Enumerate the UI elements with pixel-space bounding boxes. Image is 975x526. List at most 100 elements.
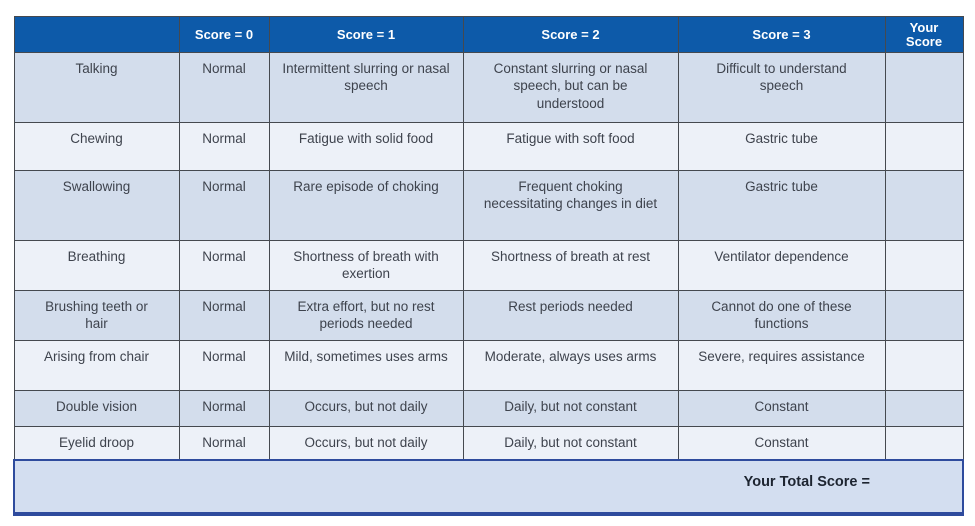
score-description: Constant slurring or nasal speech, but c… — [462, 51, 679, 123]
score-description-text: Normal — [202, 60, 246, 76]
score-description: Intermittent slurring or nasal speech — [268, 51, 464, 123]
score-description-text: Difficult to understand speech — [716, 60, 847, 94]
table-row-breathing: Breathing Normal Shortness of breath wit… — [13, 239, 964, 291]
row-label-text: Swallowing — [62, 178, 131, 194]
score-description-text: Extra effort, but no rest periods needed — [297, 298, 435, 332]
score-description: Occurs, but not daily — [268, 425, 464, 461]
row-label-text: Eyelid droop — [58, 434, 135, 450]
score-description-text: Occurs, but not daily — [304, 434, 428, 450]
score-description-text: Constant slurring or nasal speech, but c… — [493, 60, 648, 112]
row-label-text: Arising from chair — [43, 348, 150, 364]
score-description: Normal — [178, 51, 270, 123]
score-description: Fatigue with solid food — [268, 121, 464, 171]
score-description-text: Gastric tube — [745, 130, 818, 146]
row-label-text: Brushing teeth or hair — [45, 298, 148, 332]
score-description-text: Normal — [202, 434, 246, 450]
column-header-your-score: Your Score — [884, 16, 964, 53]
score-description: Shortness of breath at rest — [462, 239, 679, 291]
score-description: Daily, but not constant — [462, 389, 679, 427]
score-description: Normal — [178, 169, 270, 241]
score-description: Gastric tube — [677, 169, 886, 241]
score-description: Rare episode of choking — [268, 169, 464, 241]
your-score-cell[interactable] — [884, 51, 964, 123]
score-description: Extra effort, but no rest periods needed — [268, 289, 464, 341]
score-description-text: Constant — [754, 434, 809, 450]
score-description: Gastric tube — [677, 121, 886, 171]
row-label: Eyelid droop — [13, 425, 180, 461]
score-description-text: Normal — [202, 178, 246, 194]
score-description: Constant — [677, 389, 886, 427]
score-description: Difficult to understand speech — [677, 51, 886, 123]
row-label: Swallowing — [13, 169, 180, 241]
row-label-text: Breathing — [67, 248, 126, 264]
table-row-talking: Talking Normal Intermittent slurring or … — [13, 51, 964, 123]
your-score-cell[interactable] — [884, 239, 964, 291]
score-description-text: Constant — [754, 398, 809, 414]
score-description: Occurs, but not daily — [268, 389, 464, 427]
column-header-score-3: Score = 3 — [677, 16, 886, 53]
your-score-cell[interactable] — [884, 121, 964, 171]
score-description: Shortness of breath with exertion — [268, 239, 464, 291]
score-description: Constant — [677, 425, 886, 461]
score-description-text: Normal — [202, 130, 246, 146]
score-description-text: Normal — [202, 298, 246, 314]
table-row-swallowing: Swallowing Normal Rare episode of chokin… — [13, 169, 964, 241]
score-description-text: Cannot do one of these functions — [711, 298, 852, 332]
score-description-text: Fatigue with soft food — [506, 130, 635, 146]
score-description-text: Moderate, always uses arms — [484, 348, 657, 364]
score-description-text: Fatigue with solid food — [298, 130, 434, 146]
adl-score-table: Score = 0 Score = 1 Score = 2 Score = 3 … — [13, 16, 964, 517]
table-row-eyelid-droop: Eyelid droop Normal Occurs, but not dail… — [13, 425, 964, 461]
score-description: Daily, but not constant — [462, 425, 679, 461]
column-header-score-2: Score = 2 — [462, 16, 679, 53]
column-header-score-1: Score = 1 — [268, 16, 464, 53]
score-description: Rest periods needed — [462, 289, 679, 341]
your-score-cell[interactable] — [884, 425, 964, 461]
score-description: Moderate, always uses arms — [462, 339, 679, 391]
your-score-cell[interactable] — [884, 169, 964, 241]
score-description-text: Intermittent slurring or nasal speech — [282, 60, 450, 94]
score-description: Normal — [178, 121, 270, 171]
score-description-text: Shortness of breath at rest — [490, 248, 651, 264]
table-row-chewing: Chewing Normal Fatigue with solid food F… — [13, 121, 964, 171]
row-label: Talking — [13, 51, 180, 123]
row-label: Double vision — [13, 389, 180, 427]
score-description: Normal — [178, 239, 270, 291]
row-label: Brushing teeth or hair — [13, 289, 180, 341]
score-description-text: Severe, requires assistance — [698, 348, 865, 364]
score-description-text: Daily, but not constant — [504, 434, 637, 450]
score-description-text: Rare episode of choking — [293, 178, 439, 194]
total-score-label: Your Total Score = — [743, 474, 870, 491]
score-description: Cannot do one of these functions — [677, 289, 886, 341]
score-description-text: Normal — [202, 248, 246, 264]
score-description: Frequent choking necessitating changes i… — [462, 169, 679, 241]
column-header-activity — [13, 16, 180, 53]
table-row-brushing-teeth-or-hair: Brushing teeth or hair Normal Extra effo… — [13, 289, 964, 341]
score-description: Normal — [178, 389, 270, 427]
score-description: Normal — [178, 425, 270, 461]
your-score-cell[interactable] — [884, 339, 964, 391]
score-description-text: Daily, but not constant — [504, 398, 637, 414]
score-description-text: Ventilator dependence — [714, 248, 849, 264]
total-score-cell[interactable]: Your Total Score = — [13, 459, 964, 517]
score-description-text: Occurs, but not daily — [304, 398, 428, 414]
score-description-text: Shortness of breath with exertion — [293, 248, 439, 282]
row-label: Breathing — [13, 239, 180, 291]
score-description: Severe, requires assistance — [677, 339, 886, 391]
score-description-text: Normal — [202, 348, 246, 364]
row-label: Chewing — [13, 121, 180, 171]
score-description: Normal — [178, 289, 270, 341]
row-label-text: Chewing — [70, 130, 123, 146]
score-description-text: Rest periods needed — [508, 298, 633, 314]
score-description-text: Normal — [202, 398, 246, 414]
row-label-text: Double vision — [55, 398, 138, 414]
table-row-double-vision: Double vision Normal Occurs, but not dai… — [13, 389, 964, 427]
score-table-container: Score = 0 Score = 1 Score = 2 Score = 3 … — [13, 16, 964, 517]
your-score-cell[interactable] — [884, 389, 964, 427]
score-description-text: Mild, sometimes uses arms — [284, 348, 448, 364]
column-header-score-0: Score = 0 — [178, 16, 270, 53]
your-score-cell[interactable] — [884, 289, 964, 341]
table-row-arising-from-chair: Arising from chair Normal Mild, sometime… — [13, 339, 964, 391]
total-score-row: Your Total Score = — [13, 459, 964, 517]
score-description-text: Frequent choking necessitating changes i… — [483, 178, 658, 212]
